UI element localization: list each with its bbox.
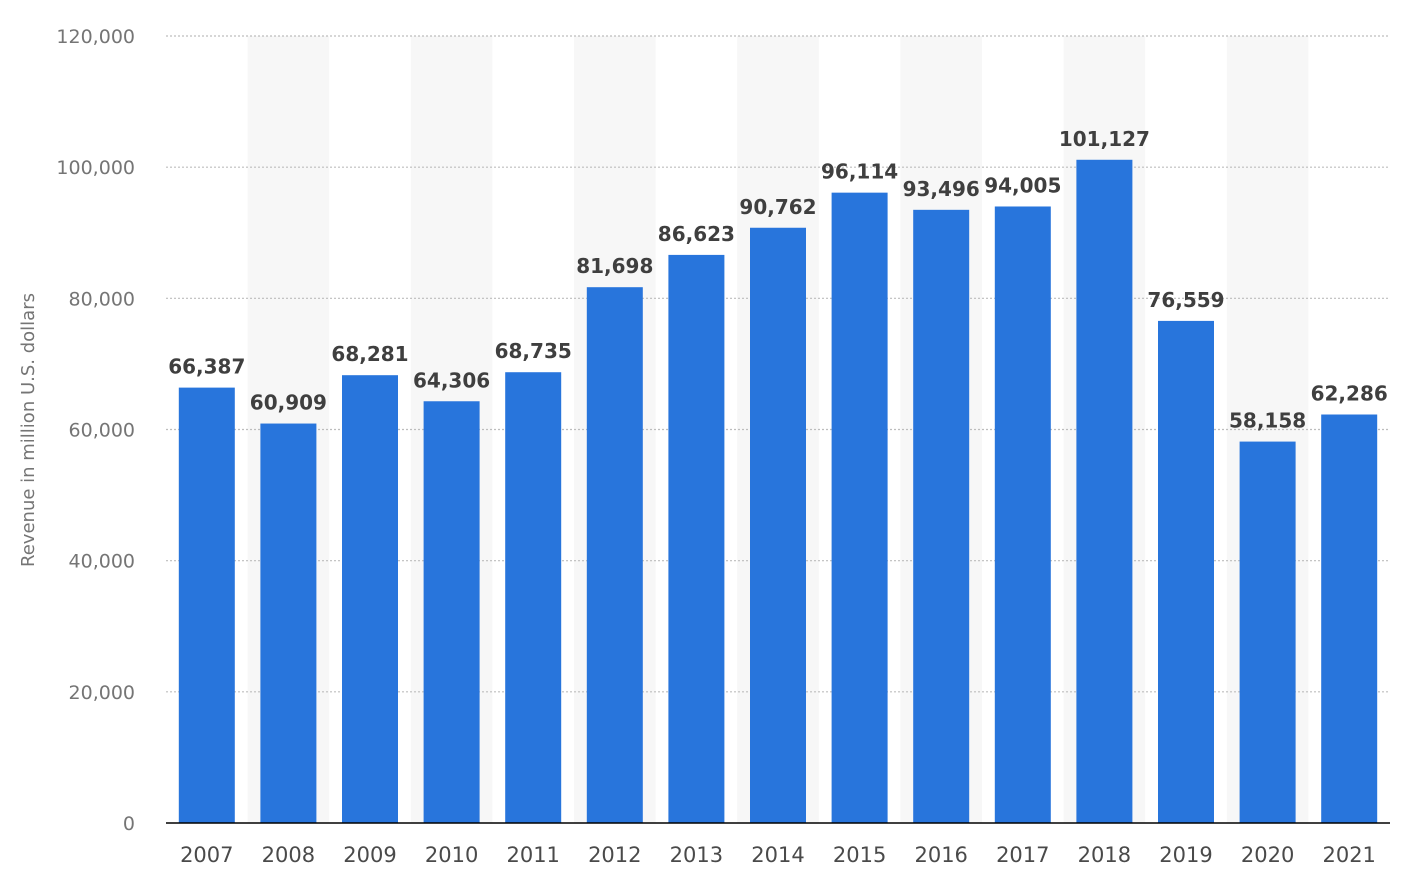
x-tick-label: 2021 [1322, 843, 1375, 867]
x-tick-label: 2008 [262, 843, 315, 867]
data-label-2013: 86,623 [658, 222, 735, 246]
data-label-2012: 81,698 [576, 254, 653, 278]
bar-2012 [586, 287, 643, 824]
y-tick-label: 80,000 [69, 288, 135, 310]
x-tick-label: 2007 [180, 843, 233, 867]
data-label-2020: 58,158 [1229, 409, 1306, 433]
data-label-2016: 93,496 [903, 177, 980, 201]
x-axis-ticks: 2007 2008 2009 2010 2011 2012 2013 2014 2015 2016… [180, 843, 1376, 867]
y-tick-label: 120,000 [56, 26, 135, 48]
data-label-2009: 68,281 [331, 342, 408, 366]
x-tick-label: 2010 [425, 843, 478, 867]
bar-2009 [342, 375, 398, 823]
x-tick-label: 2011 [506, 843, 559, 867]
data-label-2019: 76,559 [1147, 288, 1224, 312]
bar-2020 [1239, 441, 1296, 823]
x-tick-label: 2016 [914, 843, 967, 867]
data-label-2010: 64,306 [413, 368, 490, 392]
x-tick-label: 2012 [588, 843, 641, 867]
data-label-2017: 94,005 [984, 173, 1061, 197]
y-axis-label: Revenue in million U.S. dollars [18, 293, 39, 567]
y-tick-label: 60,000 [69, 420, 135, 442]
bars [178, 159, 1378, 824]
x-tick-label: 2020 [1241, 843, 1294, 867]
bar-2015 [831, 192, 888, 823]
x-tick-label: 2009 [343, 843, 396, 867]
bar-2008 [260, 423, 317, 823]
bar-2014 [750, 227, 806, 823]
bar-2010 [423, 401, 480, 823]
data-label-2018: 101,127 [1059, 127, 1150, 151]
x-tick-label: 2019 [1159, 843, 1212, 867]
bar-2017 [994, 206, 1051, 823]
y-axis-ticks: 0 20,000 40,000 60,000 80,000 100,000 120,000 [56, 26, 135, 835]
data-label-2007: 66,387 [168, 355, 245, 379]
x-tick-label: 2017 [996, 843, 1049, 867]
bar-2021 [1321, 414, 1378, 823]
x-tick-label: 2015 [833, 843, 886, 867]
bar-2016 [913, 209, 970, 823]
y-tick-label: 40,000 [69, 551, 135, 573]
data-label-2014: 90,762 [739, 195, 816, 219]
x-tick-label: 2014 [751, 843, 804, 867]
bar-2018 [1076, 159, 1133, 824]
bar-2013 [668, 254, 725, 824]
x-tick-label: 2013 [670, 843, 723, 867]
data-label-2011: 68,735 [495, 339, 572, 363]
bar-2007 [178, 387, 235, 823]
y-tick-label: 20,000 [69, 682, 135, 704]
x-tick-label: 2018 [1078, 843, 1131, 867]
data-label-2015: 96,114 [821, 160, 898, 184]
bar-2011 [505, 372, 562, 823]
bar-2019 [1158, 320, 1214, 823]
data-label-2021: 62,286 [1311, 382, 1388, 406]
y-tick-label: 0 [123, 813, 135, 835]
data-label-2008: 60,909 [250, 391, 327, 415]
y-tick-label: 100,000 [56, 157, 135, 179]
